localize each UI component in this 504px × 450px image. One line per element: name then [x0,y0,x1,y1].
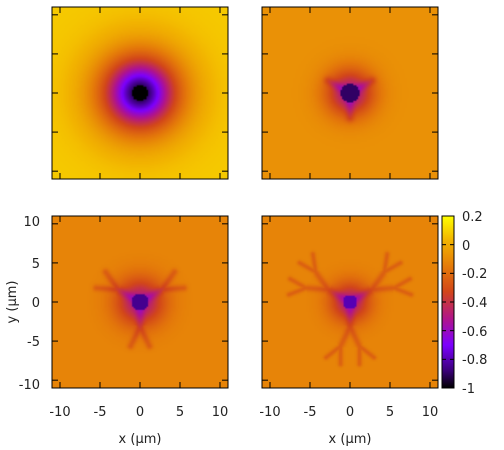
panel-ticks-bottom-left [52,216,228,388]
x-axis-label-bottom-right: x (μm) [329,432,372,447]
colorbar-tick-label: 0 [462,239,470,254]
x-tick-label: -10 [49,405,70,420]
x-tick-label: 10 [422,405,439,420]
y-tick-label: 0 [32,296,40,311]
x-tick-label: -5 [94,405,107,420]
y-axis-label-bottom-left: y (μm) [5,281,20,324]
y-tick-label: 10 [23,215,40,230]
panel-ticks-top-right [262,7,438,179]
colorbar: 0.2 0 -0.2 -0.4 -0.6 -0.8 -1 [441,210,487,397]
x-tick-labels-bottom-right: -10 -5 0 5 10 [259,405,438,420]
heatmap-panel-top-left [51,6,229,180]
heatmap-panel-bottom-right [261,215,439,389]
colorbar-ticks [442,215,454,389]
x-tick-label: -5 [304,405,317,420]
x-tick-label: 5 [176,405,184,420]
colorbar-tick-label: -0.6 [462,325,487,340]
x-tick-label: 0 [136,405,144,420]
panel-ticks-bottom-right [262,216,438,388]
x-axis-label-bottom-left: x (μm) [119,432,162,447]
y-tick-label: -10 [19,378,40,393]
colorbar-tick-label: -0.8 [462,353,487,368]
panel-ticks-top-left [52,7,228,179]
heatmap-panel-top-right [261,6,439,180]
x-tick-labels-bottom-left: -10 -5 0 5 10 [49,405,228,420]
x-tick-label: -10 [259,405,280,420]
heatmap-image-bottom-right [262,216,438,388]
heatmap-image-top-right [262,7,438,179]
x-tick-label: 5 [386,405,394,420]
colorbar-tick-label: 0.2 [462,210,483,225]
x-tick-label: 10 [212,405,229,420]
heatmap-image-top-left [52,7,228,179]
y-tick-labels-bottom-left: 10 5 0 -5 -10 [19,215,40,393]
colorbar-tick-label: -0.4 [462,296,487,311]
heatmap-image-bottom-left [52,216,228,388]
y-tick-label: -5 [27,335,40,350]
colorbar-tick-label: -0.2 [462,267,487,282]
colorbar-tick-label: -1 [462,382,475,397]
x-tick-label: 0 [346,405,354,420]
y-tick-label: 5 [32,257,40,272]
heatmap-panel-bottom-left [51,215,229,389]
